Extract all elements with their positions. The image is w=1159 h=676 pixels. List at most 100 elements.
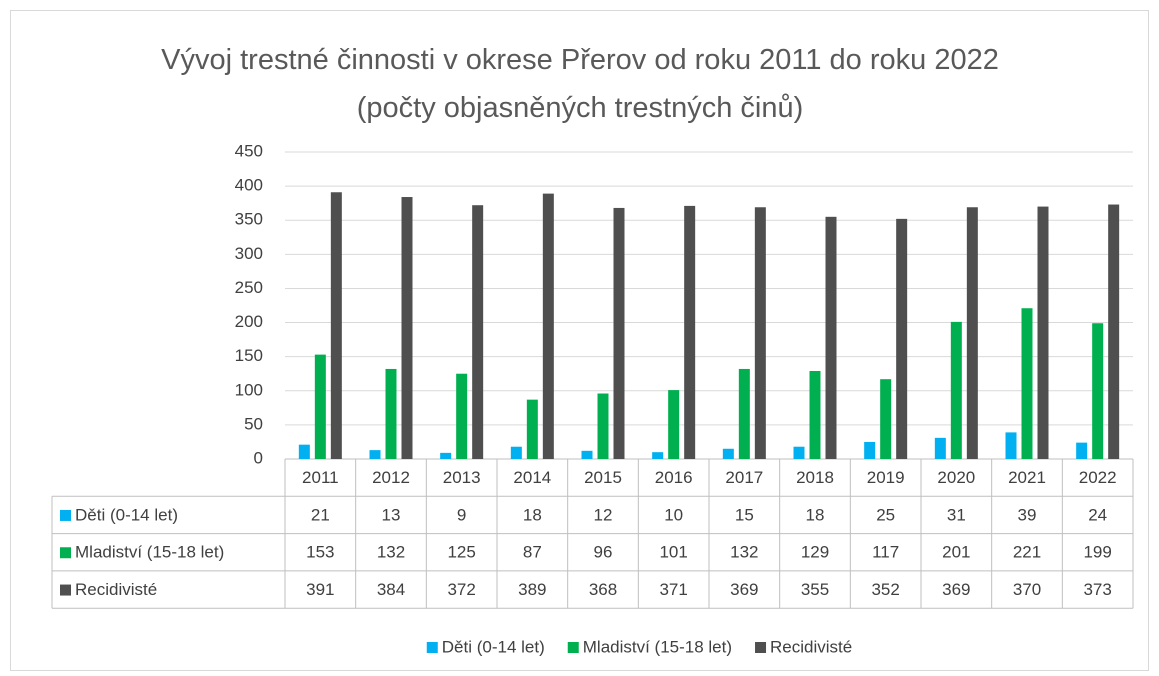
- x-tick-label: 2016: [655, 468, 693, 487]
- table-value: 96: [594, 543, 613, 562]
- bar: [966, 207, 978, 459]
- bar: [314, 354, 326, 459]
- table-value: 18: [523, 505, 542, 524]
- bar: [1021, 308, 1033, 459]
- legend-item: Mladiství (15-18 let): [567, 637, 732, 656]
- bar: [684, 205, 696, 459]
- x-tick-label: 2022: [1079, 468, 1117, 487]
- bar: [298, 444, 310, 459]
- table-value: 221: [1013, 543, 1041, 562]
- table-value: 9: [457, 505, 466, 524]
- y-tick-label: 100: [235, 380, 263, 399]
- legend-item: Recidivisté: [755, 637, 852, 656]
- y-tick-label: 350: [235, 210, 263, 229]
- table-value: 24: [1088, 505, 1107, 524]
- table-value: 132: [377, 543, 405, 562]
- bar: [738, 368, 750, 459]
- x-tick-label: 2021: [1008, 468, 1046, 487]
- table-value: 369: [730, 580, 758, 599]
- table-row-label: Recidivisté: [75, 580, 157, 599]
- bar: [668, 390, 680, 459]
- table-value: 352: [871, 580, 899, 599]
- bar: [385, 368, 397, 459]
- table-value: 132: [730, 543, 758, 562]
- bar: [542, 193, 554, 460]
- bar: [809, 370, 821, 459]
- y-tick-label: 50: [244, 414, 263, 433]
- bar: [510, 446, 522, 459]
- table-value: 15: [735, 505, 754, 524]
- bar: [330, 192, 342, 460]
- bar: [1108, 204, 1120, 459]
- y-tick-label: 450: [235, 141, 263, 160]
- bar: [754, 207, 766, 459]
- chart-title: Vývoj trestné činnosti v okrese Přerov o…: [161, 44, 999, 124]
- legend-label: Mladiství (15-18 let): [583, 637, 732, 656]
- x-tick-label: 2015: [584, 468, 622, 487]
- bar: [456, 373, 468, 459]
- table-value: 31: [947, 505, 966, 524]
- table-value: 129: [801, 543, 829, 562]
- x-tick-label: 2017: [725, 468, 763, 487]
- table-legend-key: [60, 509, 71, 521]
- bar: [401, 197, 413, 459]
- bar: [652, 452, 664, 459]
- table-value: 391: [306, 580, 334, 599]
- table-value: 199: [1083, 543, 1111, 562]
- table-value: 12: [594, 505, 613, 524]
- y-tick-label: 150: [235, 346, 263, 365]
- bar: [613, 207, 625, 459]
- bar: [934, 437, 946, 459]
- bar: [369, 450, 381, 459]
- table-value: 25: [876, 505, 895, 524]
- bar: [1092, 323, 1104, 459]
- bar: [440, 452, 452, 459]
- table-value: 369: [942, 580, 970, 599]
- table-value: 371: [659, 580, 687, 599]
- table-value: 355: [801, 580, 829, 599]
- y-tick-label: 250: [235, 278, 263, 297]
- table-value: 201: [942, 543, 970, 562]
- x-tick-label: 2013: [443, 468, 481, 487]
- bar: [793, 446, 805, 459]
- bar: [1076, 442, 1088, 459]
- table-value: 10: [664, 505, 683, 524]
- table-value: 125: [447, 543, 475, 562]
- x-tick-label: 2014: [513, 468, 551, 487]
- legend-label: Děti (0-14 let): [442, 637, 545, 656]
- bar: [1037, 206, 1049, 459]
- bar: [880, 379, 892, 459]
- chart-border: [10, 10, 1149, 671]
- table-legend-key: [60, 547, 71, 559]
- table-value: 13: [382, 505, 401, 524]
- bar: [950, 321, 962, 459]
- table-value: 18: [806, 505, 825, 524]
- x-tick-label: 2019: [867, 468, 905, 487]
- table-row-label: Mladiství (15-18 let): [75, 543, 224, 562]
- table-legend-key: [60, 584, 71, 596]
- y-tick-label: 300: [235, 244, 263, 263]
- x-tick-label: 2011: [302, 468, 339, 487]
- table-value: 21: [311, 505, 330, 524]
- legend-key: [426, 642, 438, 653]
- table-value: 384: [377, 580, 405, 599]
- table-row-label: Děti (0-14 let): [75, 505, 178, 524]
- table-value: 117: [872, 543, 899, 562]
- bar: [1005, 432, 1017, 459]
- y-tick-label: 200: [235, 312, 263, 331]
- table-value: 370: [1013, 580, 1041, 599]
- bar: [722, 448, 734, 459]
- bar: [896, 218, 908, 459]
- bar: [472, 205, 484, 459]
- table-value: 368: [589, 580, 617, 599]
- legend-item: Děti (0-14 let): [426, 637, 545, 656]
- legend-key: [755, 642, 767, 653]
- table-value: 372: [447, 580, 475, 599]
- bar: [581, 450, 593, 459]
- table-value: 39: [1018, 505, 1037, 524]
- x-tick-label: 2018: [796, 468, 834, 487]
- bar: [597, 393, 609, 459]
- y-tick-label: 400: [235, 176, 263, 195]
